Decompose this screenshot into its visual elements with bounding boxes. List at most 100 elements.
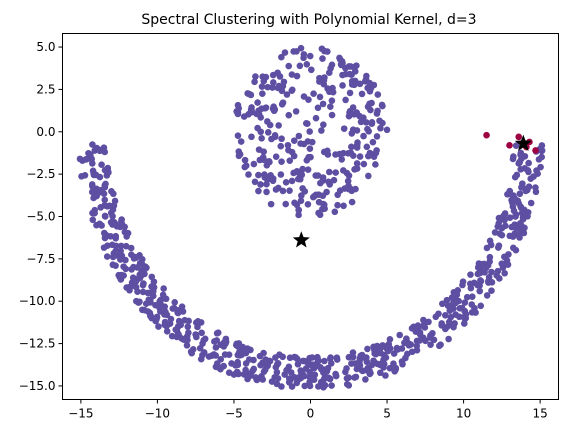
- data-point: [253, 110, 260, 118]
- data-point: [255, 187, 262, 195]
- data-point: [512, 142, 520, 149]
- data-point: [466, 280, 474, 288]
- data-point: [233, 108, 240, 115]
- data-point: [511, 230, 519, 237]
- data-point: [348, 198, 356, 206]
- data-point: [132, 283, 140, 291]
- data-point: [353, 365, 361, 373]
- data-point: [323, 188, 330, 196]
- data-point: [415, 323, 423, 331]
- data-point: [181, 316, 189, 324]
- data-point: [279, 99, 287, 106]
- data-point: [110, 190, 117, 198]
- data-point: [525, 168, 532, 176]
- data-point: [506, 190, 514, 197]
- data-point: [365, 172, 372, 180]
- data-point: [293, 48, 300, 55]
- data-point: [351, 374, 358, 381]
- data-point: [111, 197, 119, 205]
- data-point: [242, 162, 250, 169]
- data-point: [383, 345, 391, 353]
- data-point: [300, 140, 308, 148]
- data-point: [316, 78, 323, 85]
- data-point: [339, 71, 346, 79]
- data-point: [257, 181, 264, 188]
- data-point: [506, 142, 513, 149]
- data-point: [247, 91, 255, 99]
- centroid-layer: [292, 134, 532, 248]
- data-point: [304, 200, 312, 208]
- data-point: [376, 117, 383, 125]
- data-point: [260, 148, 268, 156]
- data-point: [369, 138, 377, 146]
- data-point: [263, 188, 270, 196]
- data-point: [221, 351, 229, 358]
- data-point: [408, 348, 416, 356]
- centroid-star-marker: [292, 231, 310, 248]
- data-point: [298, 192, 305, 199]
- data-point: [280, 78, 288, 86]
- data-point: [213, 337, 221, 344]
- data-point: [517, 151, 524, 158]
- data-point: [520, 229, 528, 237]
- data-point: [328, 111, 336, 119]
- data-point: [271, 133, 279, 141]
- data-point: [245, 356, 253, 363]
- data-point: [112, 262, 119, 270]
- data-point: [348, 360, 355, 367]
- data-point: [348, 130, 356, 137]
- data-point: [310, 90, 317, 97]
- data-point: [130, 263, 137, 271]
- data-point: [346, 89, 354, 97]
- series-2-points: [483, 131, 539, 154]
- data-point: [518, 184, 525, 191]
- data-point: [407, 341, 415, 348]
- data-point: [488, 279, 496, 286]
- data-point: [478, 261, 485, 269]
- data-point: [332, 372, 340, 380]
- data-point: [286, 354, 294, 362]
- data-point: [295, 211, 302, 219]
- data-point: [459, 278, 467, 286]
- data-point: [363, 143, 371, 151]
- data-point: [179, 308, 187, 315]
- data-point: [286, 375, 293, 382]
- data-point: [274, 375, 282, 382]
- data-point: [127, 283, 134, 290]
- data-point: [506, 232, 514, 240]
- data-point: [212, 344, 220, 351]
- data-point: [483, 292, 491, 299]
- data-point: [452, 311, 459, 318]
- data-point: [101, 233, 109, 241]
- data-point: [435, 310, 442, 318]
- data-point: [260, 349, 267, 357]
- data-point: [356, 358, 363, 365]
- data-point: [488, 287, 495, 295]
- data-point: [506, 214, 514, 222]
- data-point: [279, 353, 287, 361]
- data-point: [340, 149, 347, 157]
- data-point: [252, 73, 259, 80]
- data-point: [301, 382, 308, 390]
- data-point: [275, 122, 282, 129]
- data-point: [103, 253, 111, 260]
- data-point: [504, 261, 512, 268]
- data-point: [346, 70, 353, 78]
- data-point: [328, 97, 336, 104]
- data-point: [132, 278, 140, 285]
- data-point: [347, 63, 354, 70]
- data-point: [366, 79, 373, 87]
- data-point: [304, 358, 312, 365]
- data-point: [327, 354, 334, 361]
- data-point: [348, 143, 355, 151]
- data-point: [441, 312, 449, 319]
- data-point: [109, 253, 117, 261]
- data-point: [345, 185, 353, 193]
- data-point: [353, 127, 361, 134]
- data-point: [305, 96, 312, 104]
- data-point: [112, 247, 120, 255]
- data-point: [217, 356, 225, 363]
- data-point: [324, 151, 332, 158]
- data-point: [291, 199, 298, 207]
- y-tick-label: 5.0: [36, 40, 55, 54]
